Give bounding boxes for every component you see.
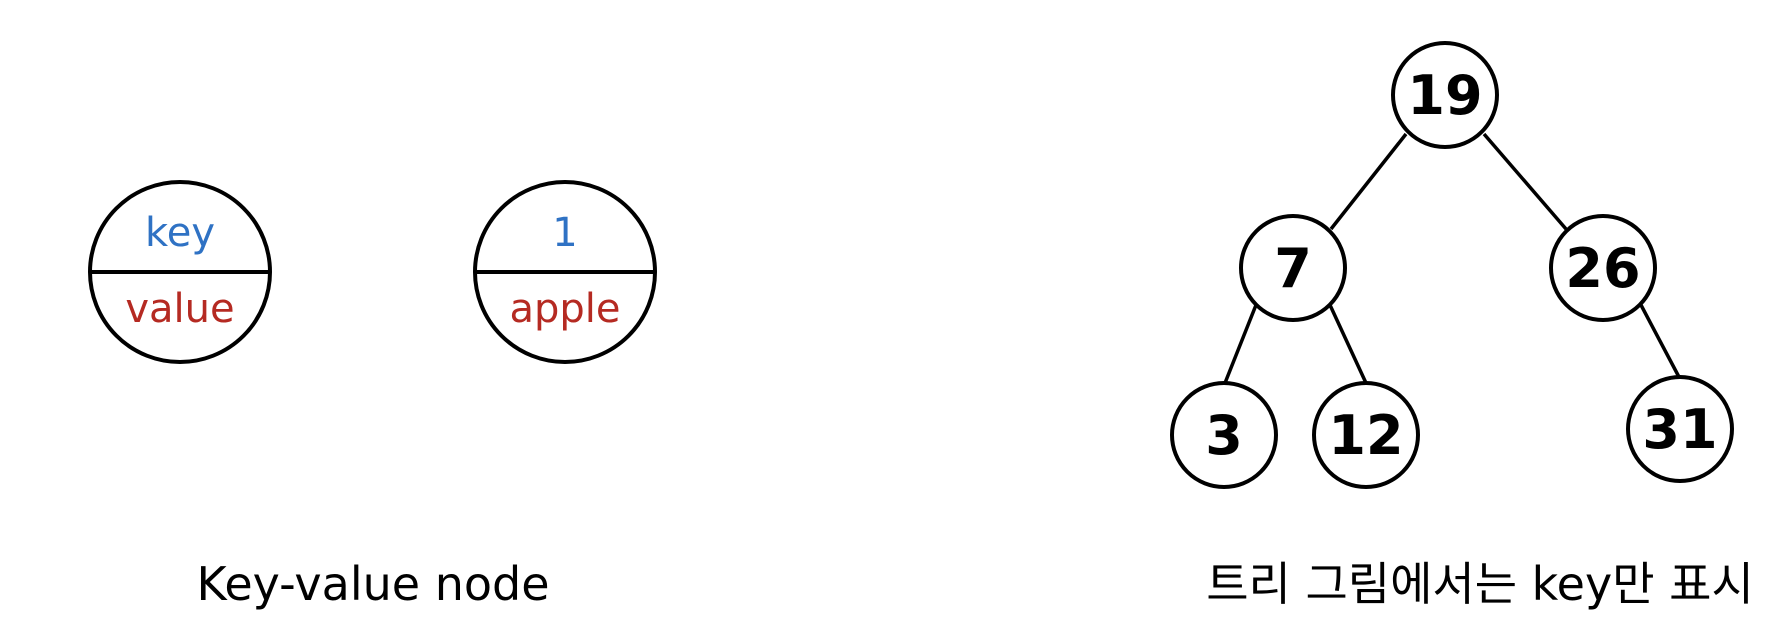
tree-node-12: 12 xyxy=(1312,381,1420,489)
tree-node-31-key: 31 xyxy=(1642,398,1717,461)
tree-edges xyxy=(1223,132,1681,384)
tree-node-7: 7 xyxy=(1239,214,1347,322)
tree-node-26: 26 xyxy=(1549,214,1657,322)
tree-node-12-circle xyxy=(1312,381,1420,489)
tree-node-3-circle xyxy=(1170,381,1278,489)
example-node-key: 1 xyxy=(552,210,577,256)
tree-node-19: 19 xyxy=(1391,41,1499,149)
tree-node-3: 3 xyxy=(1170,381,1278,489)
tree-edge-26-31 xyxy=(1639,304,1681,378)
left-caption: Key-value node xyxy=(196,557,549,611)
template-kv-node: key value xyxy=(88,180,272,364)
tree-edge-7-12 xyxy=(1328,304,1368,384)
tree-node-31: 31 xyxy=(1626,375,1734,483)
tree-node-7-key: 7 xyxy=(1274,237,1312,300)
example-kv-node: 1 apple xyxy=(473,180,657,364)
template-node-key: key xyxy=(145,210,215,256)
right-caption: 트리 그림에서는 key만 표시 xyxy=(1206,557,1754,611)
example-node-value: apple xyxy=(509,286,620,332)
template-node-value: value xyxy=(125,286,234,332)
tree-node-19-circle xyxy=(1391,41,1499,149)
tree-edge-19-7 xyxy=(1329,132,1408,231)
tree-node-26-key: 26 xyxy=(1565,237,1640,300)
tree-nodes: 19 7 26 3 12 31 xyxy=(1170,41,1734,489)
tree-node-12-key: 12 xyxy=(1328,404,1403,467)
tree-node-26-circle xyxy=(1549,214,1657,322)
tree-node-31-circle xyxy=(1626,375,1734,483)
tree-node-3-key: 3 xyxy=(1205,404,1243,467)
tree-node-7-circle xyxy=(1239,214,1347,322)
tree-edge-19-26 xyxy=(1482,132,1568,231)
tree-node-19-key: 19 xyxy=(1407,64,1482,127)
tree-edge-7-3 xyxy=(1223,304,1258,384)
